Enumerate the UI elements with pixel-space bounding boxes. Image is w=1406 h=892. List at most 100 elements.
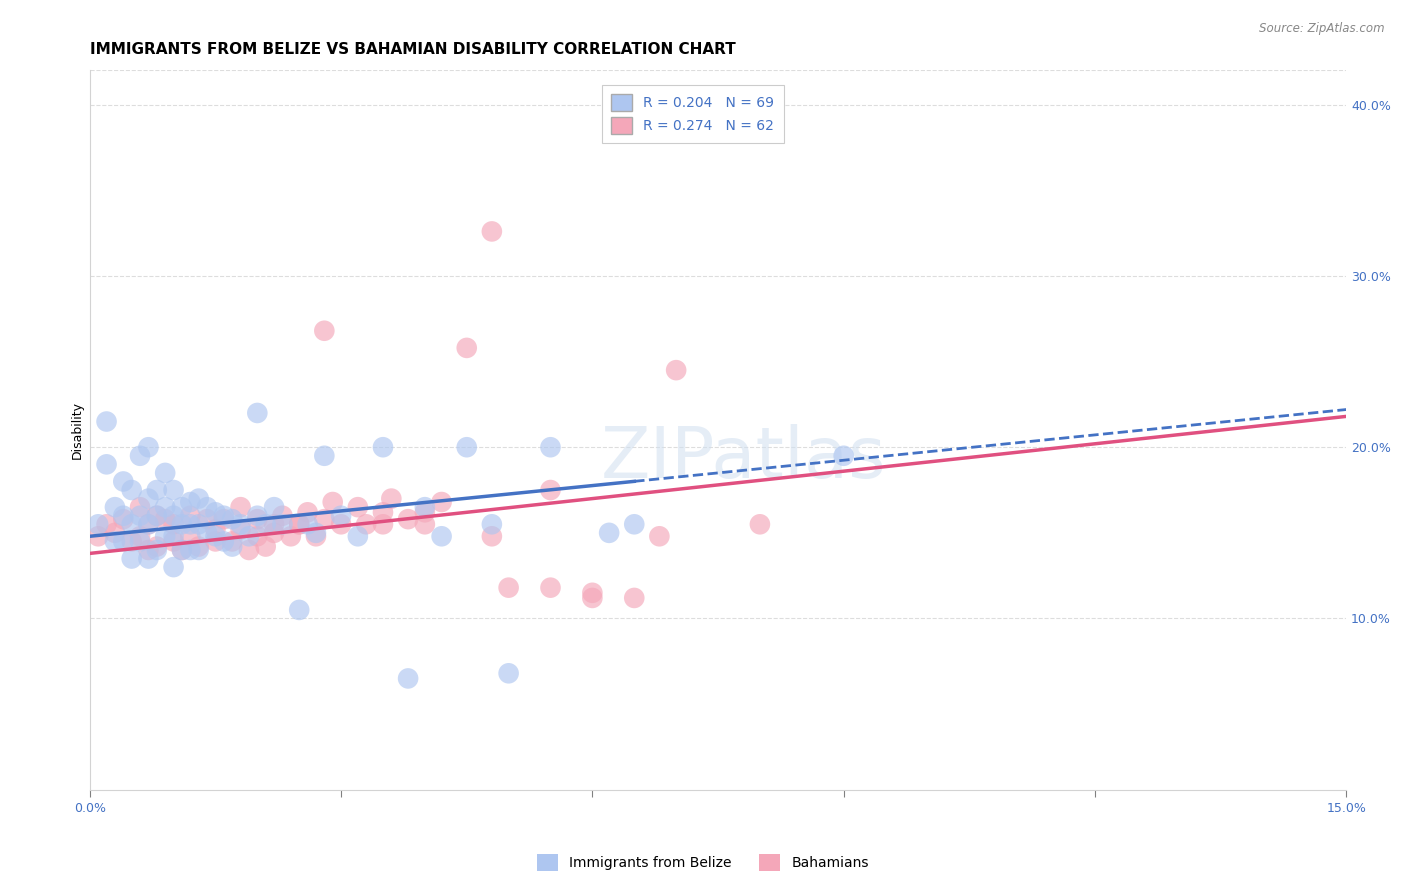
Point bbox=[288, 517, 311, 532]
Point bbox=[112, 534, 135, 549]
Point bbox=[396, 512, 419, 526]
Point bbox=[297, 517, 319, 532]
Point bbox=[112, 508, 135, 523]
Point bbox=[665, 363, 688, 377]
Point bbox=[456, 341, 478, 355]
Point bbox=[195, 500, 218, 515]
Point bbox=[371, 505, 394, 519]
Point bbox=[322, 495, 344, 509]
Point bbox=[263, 525, 285, 540]
Point bbox=[138, 491, 160, 506]
Point bbox=[271, 517, 294, 532]
Point bbox=[153, 512, 176, 526]
Point bbox=[104, 525, 127, 540]
Point bbox=[229, 517, 252, 532]
Point bbox=[413, 505, 436, 519]
Point bbox=[138, 440, 160, 454]
Point bbox=[179, 529, 201, 543]
Point bbox=[195, 512, 218, 526]
Point bbox=[179, 508, 201, 523]
Text: Source: ZipAtlas.com: Source: ZipAtlas.com bbox=[1260, 22, 1385, 36]
Point bbox=[221, 512, 243, 526]
Point bbox=[195, 525, 218, 540]
Point bbox=[246, 512, 269, 526]
Point bbox=[540, 440, 562, 454]
Point bbox=[187, 543, 209, 558]
Legend: Immigrants from Belize, Bahamians: Immigrants from Belize, Bahamians bbox=[531, 848, 875, 876]
Point bbox=[246, 406, 269, 420]
Point bbox=[170, 543, 193, 558]
Point bbox=[481, 517, 503, 532]
Point bbox=[288, 517, 311, 532]
Point bbox=[170, 500, 193, 515]
Point bbox=[146, 508, 169, 523]
Point bbox=[96, 415, 118, 429]
Point bbox=[162, 508, 184, 523]
Point bbox=[540, 581, 562, 595]
Point bbox=[104, 534, 127, 549]
Point bbox=[112, 512, 135, 526]
Point bbox=[204, 534, 226, 549]
Point bbox=[187, 517, 209, 532]
Point bbox=[146, 540, 169, 554]
Point bbox=[179, 517, 201, 532]
Point bbox=[254, 540, 277, 554]
Point bbox=[413, 500, 436, 515]
Point bbox=[540, 483, 562, 497]
Point bbox=[121, 517, 143, 532]
Point bbox=[129, 529, 152, 543]
Point bbox=[297, 505, 319, 519]
Point bbox=[254, 517, 277, 532]
Point bbox=[288, 603, 311, 617]
Point bbox=[129, 449, 152, 463]
Point bbox=[138, 543, 160, 558]
Point bbox=[179, 495, 201, 509]
Point bbox=[162, 529, 184, 543]
Point bbox=[229, 500, 252, 515]
Point bbox=[581, 591, 603, 605]
Point bbox=[305, 525, 328, 540]
Point bbox=[246, 529, 269, 543]
Point bbox=[212, 508, 235, 523]
Point bbox=[170, 543, 193, 558]
Point bbox=[96, 517, 118, 532]
Point bbox=[314, 512, 336, 526]
Point bbox=[430, 529, 453, 543]
Point bbox=[153, 466, 176, 480]
Point bbox=[96, 458, 118, 472]
Point bbox=[187, 491, 209, 506]
Point bbox=[170, 517, 193, 532]
Point bbox=[112, 475, 135, 489]
Point bbox=[146, 543, 169, 558]
Point bbox=[162, 560, 184, 574]
Y-axis label: Disability: Disability bbox=[72, 401, 84, 459]
Point bbox=[330, 508, 353, 523]
Text: IMMIGRANTS FROM BELIZE VS BAHAMIAN DISABILITY CORRELATION CHART: IMMIGRANTS FROM BELIZE VS BAHAMIAN DISAB… bbox=[90, 42, 735, 57]
Point bbox=[623, 591, 645, 605]
Point bbox=[153, 529, 176, 543]
Point bbox=[146, 508, 169, 523]
Point bbox=[832, 449, 855, 463]
Point bbox=[413, 517, 436, 532]
Point bbox=[121, 551, 143, 566]
Point bbox=[212, 512, 235, 526]
Point bbox=[271, 508, 294, 523]
Point bbox=[153, 500, 176, 515]
Point bbox=[221, 534, 243, 549]
Point bbox=[121, 483, 143, 497]
Point bbox=[138, 517, 160, 532]
Point bbox=[204, 505, 226, 519]
Point bbox=[229, 523, 252, 537]
Point bbox=[748, 517, 770, 532]
Point bbox=[347, 529, 370, 543]
Point bbox=[314, 324, 336, 338]
Point bbox=[238, 543, 260, 558]
Point bbox=[187, 540, 209, 554]
Point bbox=[204, 529, 226, 543]
Point bbox=[380, 491, 402, 506]
Point bbox=[498, 666, 520, 681]
Point bbox=[129, 508, 152, 523]
Point bbox=[305, 529, 328, 543]
Point bbox=[104, 500, 127, 515]
Point bbox=[87, 529, 110, 543]
